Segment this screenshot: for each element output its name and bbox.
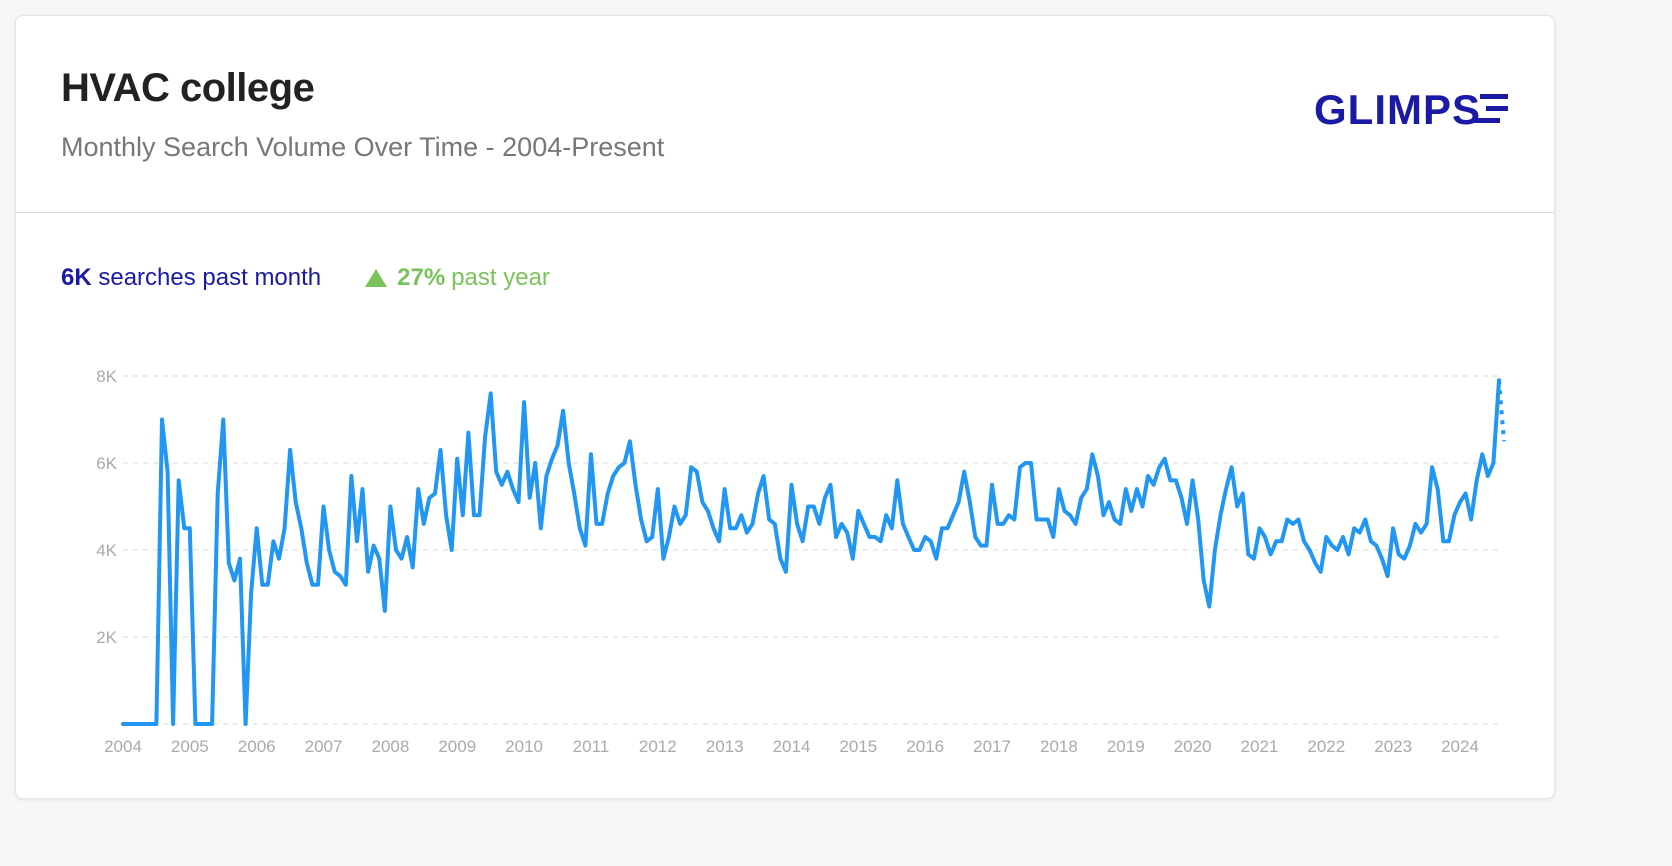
x-tick-label: 2018: [1040, 737, 1078, 756]
x-tick-label: 2017: [973, 737, 1011, 756]
triangle-up-icon: [365, 269, 388, 287]
y-tick-label: 6K: [96, 454, 117, 473]
y-tick-label: 8K: [96, 367, 117, 386]
x-tick-label: 2009: [438, 737, 476, 756]
year-change-label: past year: [451, 264, 550, 291]
x-tick-label: 2014: [773, 737, 811, 756]
glimpse-logo: GLIMPS: [1314, 86, 1510, 140]
x-tick-label: 2008: [371, 737, 409, 756]
x-tick-label: 2023: [1374, 737, 1412, 756]
y-tick-label: 4K: [96, 541, 117, 560]
x-tick-label: 2010: [505, 737, 543, 756]
x-tick-label: 2007: [305, 737, 343, 756]
x-tick-label: 2012: [639, 737, 677, 756]
x-tick-label: 2020: [1174, 737, 1212, 756]
x-tick-label: 2006: [238, 737, 276, 756]
x-tick-label: 2015: [839, 737, 877, 756]
x-tick-label: 2019: [1107, 737, 1145, 756]
projection-line: [1497, 380, 1506, 442]
svg-text:GLIMPS: GLIMPS: [1314, 88, 1481, 130]
page-subtitle: Monthly Search Volume Over Time - 2004-P…: [61, 132, 665, 162]
x-tick-label: 2004: [104, 737, 142, 756]
month-label: searches past month: [98, 264, 322, 291]
month-value: 6K: [61, 264, 92, 291]
x-tick-label: 2013: [706, 737, 744, 756]
x-tick-label: 2011: [573, 737, 610, 756]
trend-card: HVAC college Monthly Search Volume Over …: [15, 15, 1555, 799]
x-tick-label: 2024: [1441, 737, 1479, 756]
x-tick-label: 2022: [1307, 737, 1345, 756]
page-title: HVAC college: [61, 66, 315, 110]
glimpse-logo-mark: GLIMPS: [1314, 86, 1508, 133]
search-volume-line: [121, 378, 1501, 726]
card-header: HVAC college Monthly Search Volume Over …: [16, 16, 1554, 213]
year-change: 27% past year: [365, 264, 550, 292]
year-change-value: 27%: [397, 264, 446, 291]
searches-past-month: 6K searches past month: [61, 264, 321, 292]
x-tick-label: 2005: [171, 737, 209, 756]
y-tick-label: 2K: [96, 628, 117, 647]
x-tick-label: 2016: [906, 737, 944, 756]
x-tick-label: 2021: [1241, 737, 1279, 756]
stats-row: 6K searches past month 27% past year: [61, 264, 550, 292]
